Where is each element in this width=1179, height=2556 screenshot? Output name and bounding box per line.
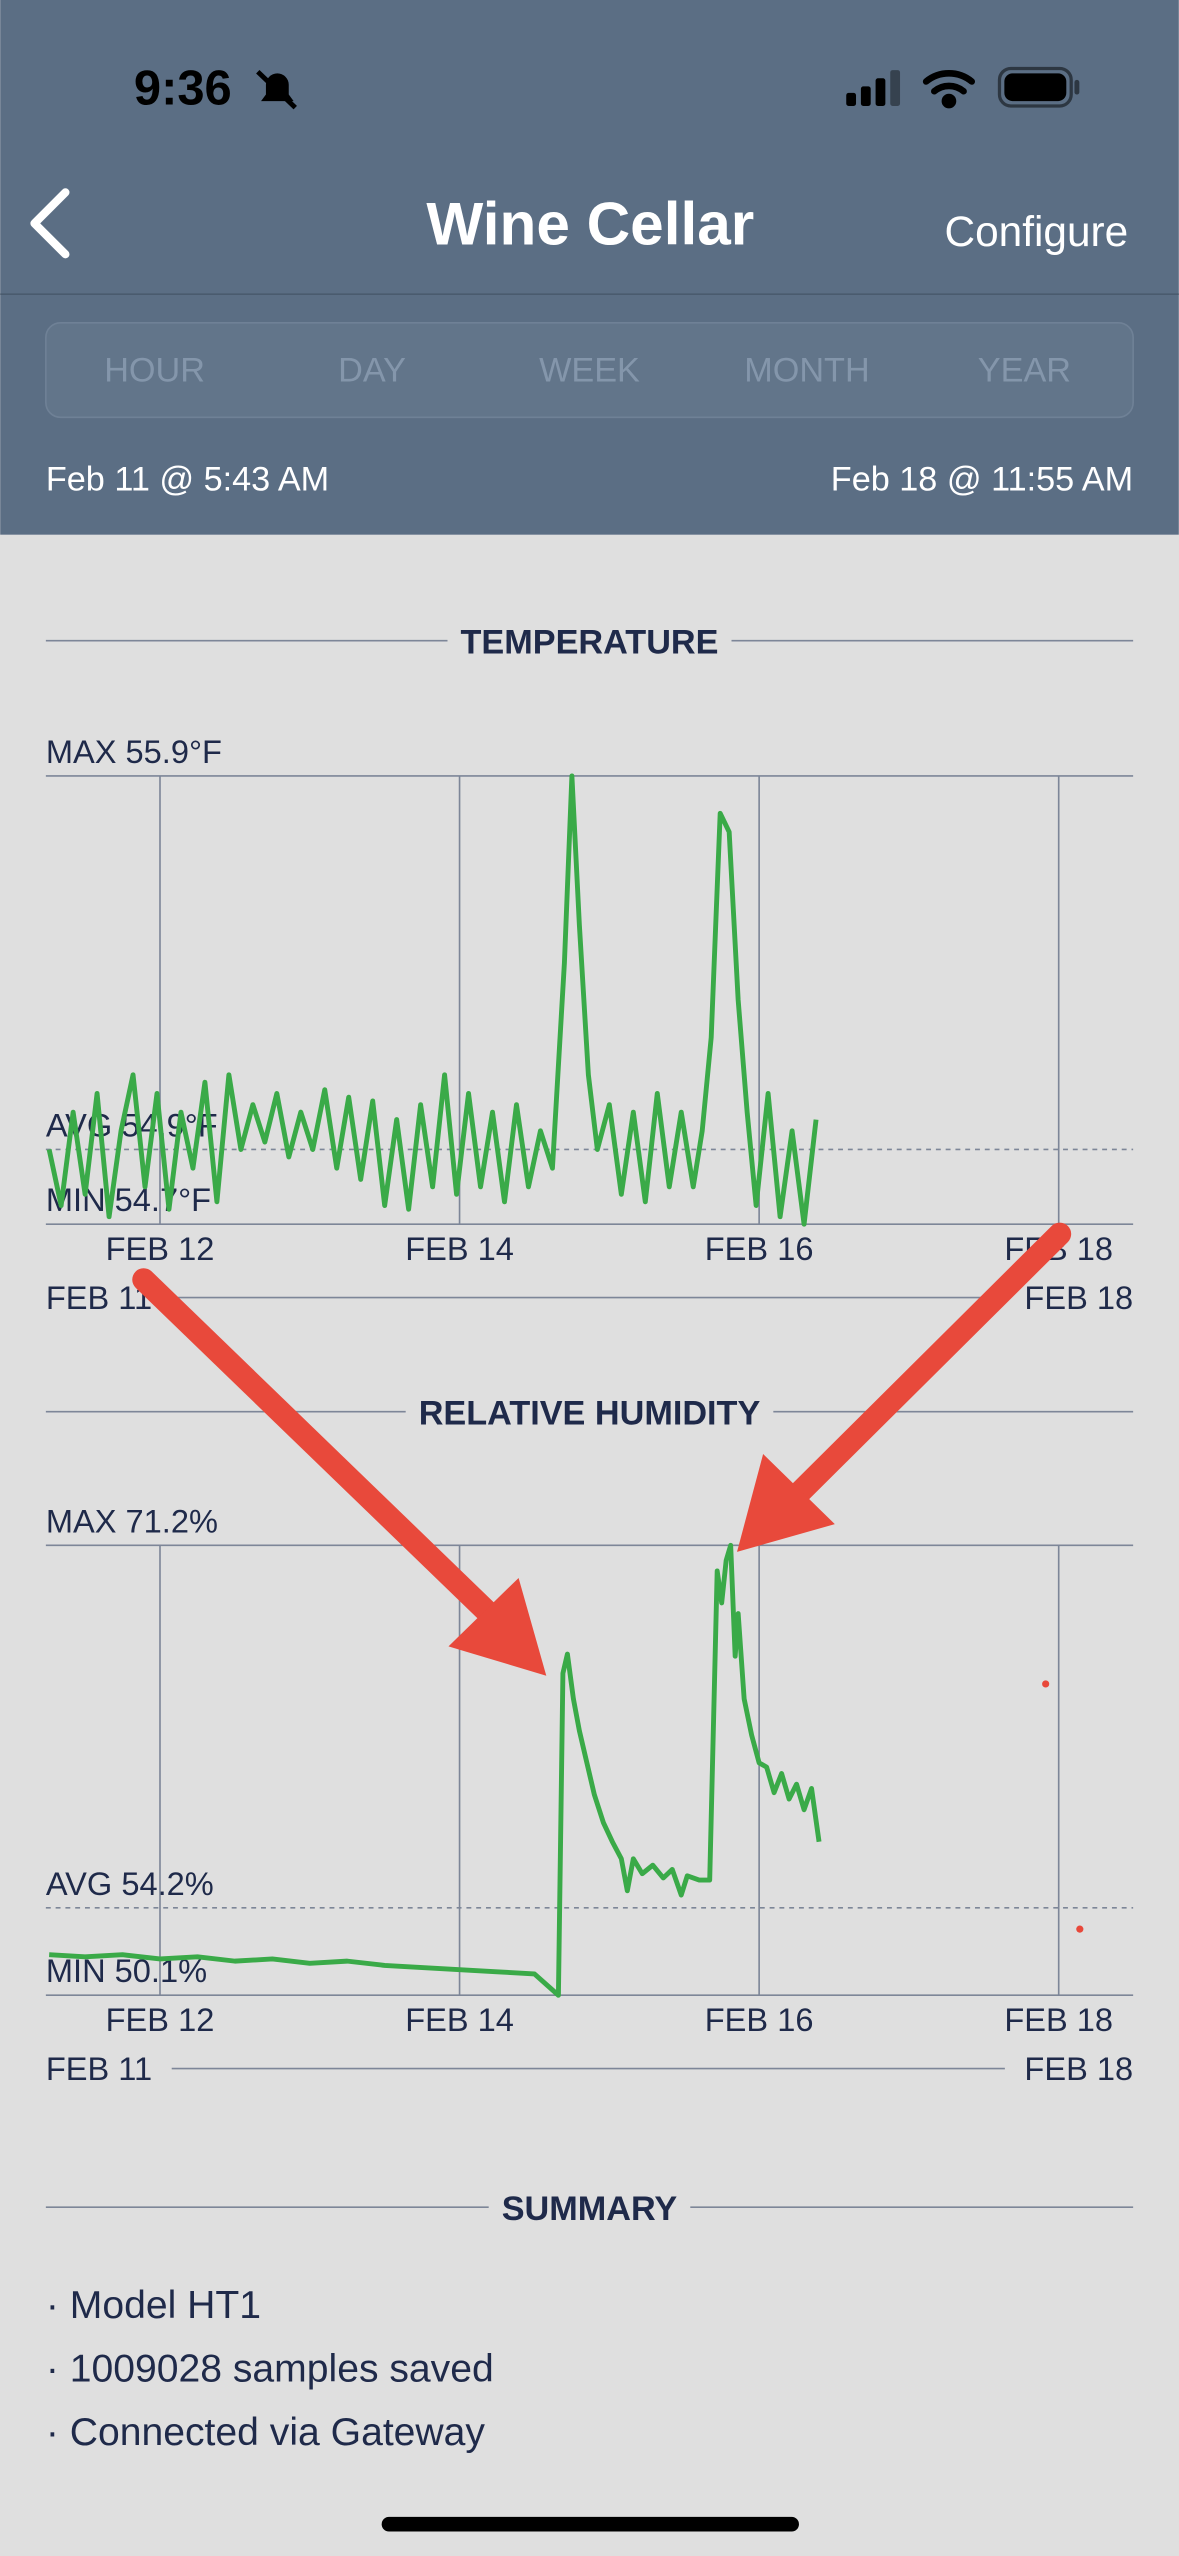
annotation-arrows [132, 1222, 1072, 1676]
tab[interactable]: WEEK [539, 351, 640, 389]
battery-icon [997, 66, 1080, 108]
reference-label: MAX 71.2% [46, 1502, 218, 1539]
nav-title: Wine Cellar [426, 190, 754, 258]
back-button[interactable] [30, 188, 70, 259]
range-start-label: FEB 11 [46, 2050, 152, 2087]
reference-label: AVG 54.2% [46, 1865, 214, 1902]
signal-icon [846, 70, 901, 106]
data-point [1076, 1925, 1084, 1933]
reference-label: MAX 55.9°F [46, 733, 222, 770]
tab[interactable]: DAY [338, 351, 406, 389]
tab[interactable]: YEAR [978, 351, 1071, 389]
tab[interactable]: HOUR [104, 351, 205, 389]
tab-bar [45, 321, 1134, 419]
summary-item: · Model HT1 [46, 2284, 261, 2327]
chart: RELATIVE HUMIDITY FEB 12 FEB 14 FEB 16 FEB 1… [46, 1395, 1133, 2087]
x-tick-label: FEB 12 [106, 2001, 215, 2038]
x-tick-label: FEB 14 [405, 1230, 514, 1267]
x-tick-label: FEB 16 [705, 2001, 814, 2038]
charts: TEMPERATURE FEB 12 FEB 14 FEB 16 FEB 18 MAX 5… [46, 624, 1133, 2087]
x-tick-label: FEB 12 [106, 1230, 215, 1267]
chart-title: RELATIVE HUMIDITY [419, 1395, 761, 1433]
data-line [46, 773, 819, 1227]
range-end: Feb 18 @ 11:55 AM [831, 461, 1133, 499]
mute-icon [256, 69, 297, 110]
home-indicator [381, 2516, 799, 2532]
summary-title: SUMMARY [502, 2190, 678, 2228]
x-tick-label: FEB 18 [1004, 2001, 1113, 2038]
x-tick-label: FEB 16 [705, 1230, 814, 1267]
chart: TEMPERATURE FEB 12 FEB 14 FEB 16 FEB 18 MAX 5… [46, 624, 1133, 1316]
range-end-label: FEB 18 [1024, 1279, 1133, 1316]
summary-item: · 1009028 samples saved [46, 2348, 494, 2391]
status-time: 9:36 [134, 61, 232, 115]
summary: SUMMARY · Model HT1 · 1009028 samples save… [46, 2190, 1134, 2454]
data-line [49, 1542, 822, 1998]
x-tick-label: FEB 14 [405, 2001, 514, 2038]
chart-title: TEMPERATURE [461, 624, 719, 662]
header [0, 0, 1179, 535]
reference-label: MIN 54.7°F [46, 1181, 211, 1218]
range-start: Feb 11 @ 5:43 AM [46, 461, 329, 499]
tabs: HOUR DAY WEEK MONTH YEAR [104, 351, 1071, 389]
data-point [1042, 1680, 1050, 1688]
range-end-label: FEB 18 [1024, 2050, 1133, 2087]
configure-button[interactable]: Configure [944, 208, 1128, 255]
wifi-icon [922, 70, 976, 109]
summary-item: · Connected via Gateway [46, 2411, 486, 2454]
tab[interactable]: MONTH [744, 351, 869, 389]
